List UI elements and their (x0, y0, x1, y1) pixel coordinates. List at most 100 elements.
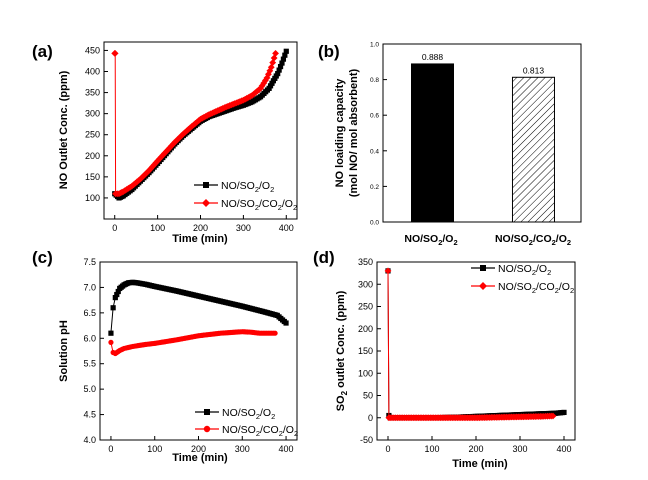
panel-a-legend-1: NO/SO2/O2 (221, 180, 274, 194)
x-tick-label: 300 (235, 444, 250, 454)
data-point (280, 56, 287, 62)
x-tick-label: 400 (279, 444, 294, 454)
y-tick-label: 5.0 (83, 384, 96, 394)
data-point (137, 175, 144, 183)
data-point (115, 288, 121, 295)
data-point (267, 63, 275, 71)
data-point (150, 161, 158, 169)
data-point (114, 291, 120, 298)
data-point (258, 82, 266, 90)
y-tick-label: 0.6 (370, 113, 379, 120)
data-point (282, 52, 288, 58)
y-tick-label: 350 (85, 88, 100, 98)
data-point (263, 74, 271, 82)
y-tick-label: 100 (358, 368, 373, 378)
x-tick-label: 300 (512, 444, 527, 454)
x-tick-label: 200 (468, 444, 483, 454)
bar-1 (411, 63, 454, 223)
y-tick-label: 0.2 (370, 184, 379, 191)
panel-a: (a) 0 100 200 300 400 100 150 200 250 300 350 400 45… (32, 41, 298, 245)
data-point (272, 49, 279, 57)
y-tick-label: 0.8 (370, 77, 379, 84)
data-point (272, 330, 278, 336)
data-point (260, 79, 268, 87)
data-point (561, 409, 567, 416)
y-tick-label: 6.0 (83, 333, 96, 343)
panel-b-frame (382, 43, 582, 223)
data-point (171, 138, 179, 146)
y-tick-label: 250 (358, 302, 373, 312)
panel-b: (b) 0.0 0.2 0.4 0.6 0.8 1.0 0.888 0.813 NO loai… (318, 42, 582, 247)
y-tick-label: 250 (85, 130, 100, 140)
panel-d: (d) 0 100 200 300 400 -50 0 50 100 150 200 250 300 35… (313, 248, 576, 470)
data-point (173, 137, 180, 145)
data-point (277, 63, 284, 70)
y-tick-label: 100 (85, 193, 100, 203)
data-point (283, 48, 289, 54)
x-tick-label: 400 (556, 444, 571, 454)
series-black (108, 279, 289, 336)
y-tick-label: 7.0 (83, 282, 96, 292)
panel-d-legend-2: NO/SO2/CO2/O2 (498, 281, 574, 295)
panel-b-ylabel-line2: (mol NO/ mol absorbent) (348, 68, 360, 197)
data-point (147, 165, 155, 172)
data-point (549, 412, 557, 420)
panel-b-category-2: NO/SO2/CO2/O2 (495, 233, 571, 247)
y-tick-label: 4.5 (83, 410, 96, 420)
series-red (384, 267, 557, 422)
bar-2 (511, 76, 555, 223)
data-point (142, 170, 150, 178)
y-tick-label: 5.5 (83, 359, 96, 369)
data-point (174, 135, 182, 143)
panel-c-xlabel: Time (min) (172, 452, 228, 464)
data-point (266, 67, 274, 75)
x-tick-label: 0 (112, 223, 117, 233)
data-point (269, 59, 277, 67)
y-tick-label: 0.4 (370, 148, 379, 155)
data-point (384, 267, 392, 275)
y-tick-label: 450 (85, 45, 100, 55)
y-tick-label: 400 (85, 67, 100, 77)
bar-value-label: 0.813 (523, 65, 545, 75)
y-tick-label: 50 (363, 391, 373, 401)
data-point (145, 167, 153, 174)
x-tick-label: 100 (150, 223, 165, 233)
panel-a-xlabel: Time (min) (172, 233, 228, 245)
legend-diamond-marker (479, 282, 487, 290)
panel-b-ylabel-line1: NO loaiding capacity (334, 78, 346, 188)
data-point (157, 153, 165, 161)
data-point (111, 49, 119, 57)
y-tick-label: 150 (358, 346, 373, 356)
data-point (108, 339, 114, 345)
data-point (152, 159, 160, 167)
data-point (166, 144, 174, 152)
y-tick-label: 350 (358, 257, 373, 267)
y-tick-label: 1.0 (370, 42, 379, 49)
y-tick-label: 300 (358, 279, 373, 289)
y-tick-label: 7.5 (83, 257, 96, 267)
panel-c-label: (c) (32, 248, 53, 267)
data-point (261, 77, 269, 84)
legend-diamond-marker (202, 199, 210, 207)
panel-b-label: (b) (318, 42, 340, 61)
bar-value-label: 0.888 (422, 52, 444, 62)
data-point (283, 320, 289, 326)
y-tick-label: 0.0 (370, 220, 379, 227)
data-point (108, 330, 114, 336)
panel-a-legend-2: NO/SO2/CO2/O2 (221, 198, 297, 212)
series-red (108, 329, 278, 357)
x-tick-label: 100 (147, 444, 162, 454)
panel-a-ylabel: NO Outlet Conc. (ppm) (58, 70, 70, 189)
data-point (276, 67, 282, 73)
y-tick-label: 300 (85, 109, 100, 119)
x-tick-label: 300 (236, 223, 251, 233)
legend-square-marker (204, 409, 210, 415)
x-tick-label: 200 (193, 223, 208, 233)
panel-d-ylabel: SO2 outlet Conc. (ppm) (335, 290, 349, 411)
data-point (110, 305, 116, 311)
y-tick-label: 6.5 (83, 308, 96, 318)
x-tick-label: 100 (424, 444, 439, 454)
panel-a-legend: NO/SO2/O2 NO/SO2/CO2/O2 (194, 180, 297, 212)
y-tick-label: 0 (368, 413, 373, 423)
